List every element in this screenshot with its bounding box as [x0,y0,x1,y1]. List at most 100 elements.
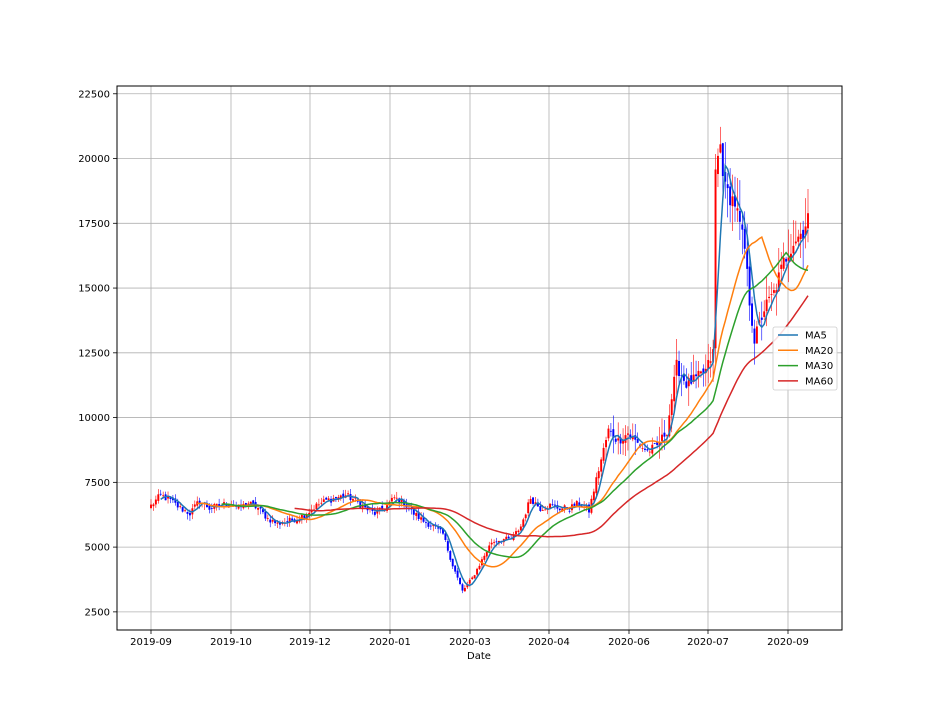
candle-body [721,143,724,177]
candle-body [741,224,744,230]
candle-body [794,241,797,244]
candle-body [181,507,184,512]
plot-background [117,86,842,630]
candle-body [748,266,751,306]
candle-body [532,497,535,504]
candle-body [288,517,291,523]
candle-body [424,522,427,524]
candle-body [488,545,491,552]
candle-body [459,577,462,584]
candle-body [760,317,763,320]
candle-body [210,508,213,509]
candle-body [527,502,530,514]
candle-body [371,509,374,511]
candle-body [797,236,800,242]
candle-body [687,377,690,387]
candle-body [539,506,542,511]
candle-body [753,328,756,344]
y-axis: 2500 5000 7500 10000 12500 15000 17500 20000 225… [78,89,117,618]
candle-body [707,359,710,370]
candle-body [354,497,357,499]
candle-body [193,504,196,507]
x-tick-label: 2020-01 [369,637,411,648]
candle-body [432,525,435,527]
candle-body [619,437,622,444]
candle-body [661,434,663,441]
y-tick-label: 2500 [85,607,110,618]
candle-body [804,226,807,235]
candle-body [393,497,396,499]
candle-body [442,528,444,534]
candle-body [476,568,479,575]
candle-body [775,290,778,294]
candle-body [296,520,298,524]
candle-body [422,516,425,522]
candle-body [439,527,442,530]
candle-body [490,542,493,545]
candle-body [417,511,420,520]
candle-body [653,443,656,444]
candle-body [437,527,440,529]
candle-body [629,434,632,438]
candle-body [646,449,649,451]
candle-body [519,526,522,531]
candle-body [444,533,447,540]
candle-body [777,272,780,292]
candle-body [271,520,274,522]
x-tick-label: 2020-06 [608,637,650,648]
candle-body [463,587,466,592]
candle-body [726,184,729,189]
candle-body [300,514,303,519]
candle-body [507,536,510,539]
candle-body [495,541,498,543]
candle-body [807,213,809,229]
candle-body [782,257,785,269]
candle-body [264,511,267,519]
candle-body [461,584,464,591]
candle-body [597,471,600,479]
candle-body [765,299,768,312]
candle-body [678,360,681,377]
candle-body [308,512,311,515]
candle-body [205,503,208,508]
candle-body [179,506,182,508]
candle-body [188,512,191,516]
candle-body [429,525,432,527]
candle-body [792,245,795,254]
candle-body [310,510,313,513]
candle-body [449,551,452,560]
candle-body [505,536,508,540]
candle-body [631,436,634,440]
candle-body [376,510,379,514]
legend-label: MA60 [805,376,833,387]
candle-body [541,510,544,511]
candle-body [692,374,695,382]
candle-body [612,429,615,438]
candle-body [244,502,247,507]
candle-body [347,493,350,495]
candle-body [261,509,264,513]
x-tick-label: 2019-10 [210,637,252,648]
candle-body [617,438,620,441]
candle-body [648,451,651,453]
candle-body [174,498,177,503]
candle-body [276,522,279,524]
candle-body [697,370,700,377]
x-tick-label: 2020-07 [687,637,729,648]
candle-body [709,361,712,363]
candle-body [575,501,578,506]
candle-body [152,504,155,507]
candle-body [252,500,255,504]
candle-body [634,435,637,440]
grid [117,86,842,630]
candle-body [278,522,281,525]
legend-box [772,326,838,391]
candle-body [553,504,556,506]
series-line-ma30 [221,251,809,559]
legend-label: MA20 [805,346,833,357]
candle-body [169,497,172,500]
legend-label: MA30 [805,361,833,372]
candle-body [578,502,581,505]
candle-body [751,303,754,326]
